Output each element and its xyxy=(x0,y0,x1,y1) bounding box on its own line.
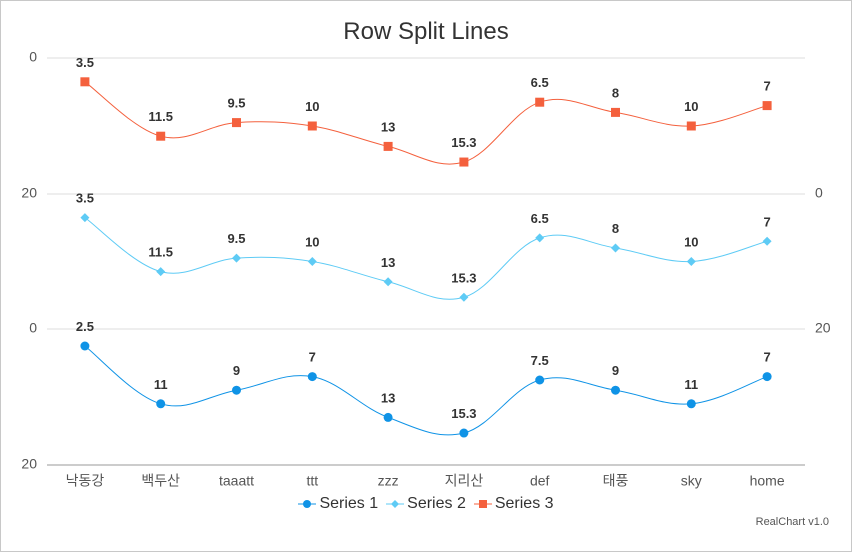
series-3-data-label: 10 xyxy=(305,99,319,114)
series-1-data-label: 2.5 xyxy=(76,319,94,334)
x-tick-label: zzz xyxy=(378,473,399,489)
legend-label: Series 1 xyxy=(319,495,379,512)
series-3-point xyxy=(307,121,317,131)
series-3-point xyxy=(383,141,393,151)
y-tick-label-right: 20 xyxy=(815,320,831,336)
x-tick-label: sky xyxy=(681,473,702,489)
credit-label: RealChart v1.0 xyxy=(755,516,829,528)
series-2-point xyxy=(686,257,696,266)
series-3-point xyxy=(232,118,241,128)
series-2-point xyxy=(383,277,393,287)
series-3-line xyxy=(84,81,768,165)
series-1-point xyxy=(383,412,393,422)
series-1-data-label: 11 xyxy=(684,377,698,392)
y-tick-label: 0 xyxy=(29,320,37,336)
x-tick-label: taaatt xyxy=(219,473,254,489)
x-tick-label: 백두산 xyxy=(141,473,180,489)
series-2-data-label: 10 xyxy=(305,235,319,250)
series-2-point xyxy=(307,257,317,266)
square-marker-icon xyxy=(473,500,492,508)
series-2-point xyxy=(80,213,90,223)
series-3-data-label: 9.5 xyxy=(227,96,245,111)
series-2-data-label: 10 xyxy=(684,235,698,250)
series-1-data-label: 7.5 xyxy=(531,353,549,368)
series-1-data-label: 11 xyxy=(154,377,168,392)
series-1-point xyxy=(232,385,241,395)
x-tick-label: def xyxy=(530,473,550,489)
x-tick-label: ttt xyxy=(306,473,318,489)
series-2-data-label: 11.5 xyxy=(148,245,173,260)
legend-item-series-3[interactable]: Series 3 xyxy=(473,495,554,513)
series-3-point xyxy=(611,107,620,117)
y-tick-label: 20 xyxy=(21,185,37,201)
legend: Series 1 Series 2 Series 3 xyxy=(0,495,852,513)
series-3-data-label: 10 xyxy=(684,99,698,114)
series-2-data-label: 9.5 xyxy=(227,231,245,246)
series-1-point xyxy=(156,399,166,409)
series-3-point xyxy=(156,131,166,141)
series-1-point xyxy=(686,399,696,409)
x-tick-label: 태풍 xyxy=(603,473,629,489)
series-1-line xyxy=(84,345,768,436)
series-2-data-label: 6.5 xyxy=(531,211,549,226)
legend-item-series-1[interactable]: Series 1 xyxy=(298,495,378,513)
y-tick-label: 20 xyxy=(21,456,37,472)
series-3-point xyxy=(80,77,90,87)
series-3-data-label: 11.5 xyxy=(148,109,173,124)
series-3-point xyxy=(762,101,772,111)
diamond-marker-icon xyxy=(386,500,405,508)
y-tick-label: 0 xyxy=(29,49,37,65)
legend-label: Series 3 xyxy=(494,495,554,512)
series-2-point xyxy=(232,253,241,263)
circle-marker-icon xyxy=(298,500,317,508)
series-1-point xyxy=(762,372,772,382)
series-1-data-label: 7 xyxy=(763,350,770,365)
x-tick-label: home xyxy=(750,473,785,489)
series-1-point xyxy=(307,372,317,382)
series-3-data-label: 3.5 xyxy=(76,55,94,70)
legend-item-series-2[interactable]: Series 2 xyxy=(386,495,466,513)
series-2-data-label: 8 xyxy=(612,221,619,236)
series-2-line xyxy=(84,217,768,300)
series-2-data-label: 7 xyxy=(763,214,770,229)
series-3-data-label: 13 xyxy=(381,119,395,134)
series-1-data-label: 15.3 xyxy=(451,406,476,421)
series-2-point xyxy=(611,243,620,253)
series-2-point xyxy=(535,233,545,243)
series-1-point xyxy=(535,375,545,385)
series-1-data-label: 7 xyxy=(309,350,316,365)
series-1-data-label: 9 xyxy=(612,363,619,378)
series-3-data-label: 7 xyxy=(763,79,770,94)
series-3-data-label: 8 xyxy=(612,85,619,100)
series-1-point xyxy=(80,341,90,351)
series-1-data-label: 13 xyxy=(381,390,395,405)
x-tick-label: 지리산 xyxy=(445,473,484,489)
series-3-point xyxy=(459,157,469,167)
chart-title: Row Split Lines xyxy=(343,18,509,45)
series-3-data-label: 15.3 xyxy=(451,135,476,150)
series-2-data-label: 3.5 xyxy=(76,191,94,206)
series-2-point xyxy=(762,236,772,246)
series-1-point xyxy=(611,385,620,395)
series-3-data-label: 6.5 xyxy=(531,75,549,90)
series-3-point xyxy=(535,97,545,107)
series-2-point xyxy=(156,267,166,277)
series-2-data-label: 13 xyxy=(381,255,395,270)
series-2-data-label: 15.3 xyxy=(451,270,476,285)
series-2-point xyxy=(459,292,469,302)
x-tick-label: 낙동강 xyxy=(66,473,105,489)
series-3-point xyxy=(686,121,696,131)
series-1-data-label: 9 xyxy=(233,363,240,378)
series-1-point xyxy=(459,428,469,438)
y-tick-label-right: 0 xyxy=(815,185,823,201)
legend-label: Series 2 xyxy=(407,495,466,512)
